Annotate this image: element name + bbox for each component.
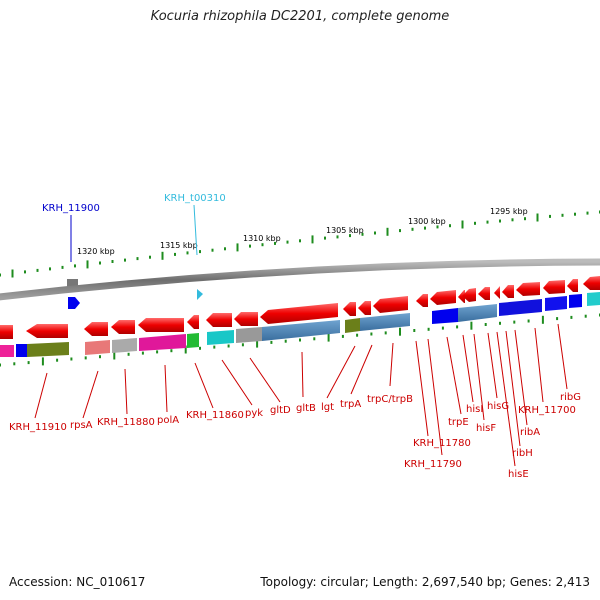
gene-track-forward [0,276,600,339]
gene-arrow[interactable] [516,282,540,296]
cog-block[interactable] [499,299,542,316]
scale-label-1315: 1315 kbp [160,241,198,250]
scale-label-1295: 1295 kbp [490,207,528,216]
label-krh-11900[interactable]: KRH_11900 [42,203,100,214]
feature-krh-11900-gray[interactable] [67,279,78,292]
cog-block[interactable] [262,320,340,341]
gene-label[interactable]: polA [157,415,179,426]
gene-label[interactable]: KRH_11860 [186,410,244,421]
gene-label[interactable]: KRH_11700 [518,405,576,416]
gene-arrow[interactable] [111,320,135,334]
feature-krh-11900-arrow[interactable] [68,297,80,309]
scale-ticks [0,210,600,367]
gene-arrow[interactable] [416,294,428,307]
cog-block[interactable] [112,338,137,353]
gene-label[interactable]: trpC/trpB [367,394,413,405]
gene-label[interactable]: pyk [245,408,263,419]
genome-title: Kocuria rhizophila DC2201, complete geno… [150,9,450,24]
leader-krh-t00310 [193,204,198,256]
gene-label[interactable]: gltB [296,403,316,414]
cog-block[interactable] [360,313,410,331]
cog-block[interactable] [16,344,27,357]
cog-block[interactable] [139,334,186,351]
gene-label[interactable]: gltD [270,405,291,416]
gene-label[interactable]: KRH_11780 [413,438,471,449]
scale-label-1300: 1300 kbp [408,217,446,226]
gene-label[interactable]: KRH_11790 [404,459,462,470]
gene-arrow[interactable] [373,296,408,313]
gene-label[interactable]: KRH_11880 [97,417,155,428]
gene-arrow[interactable] [343,302,356,316]
gene-label[interactable]: hisE [508,469,529,480]
gene-arrow[interactable] [567,279,578,292]
cog-block[interactable] [587,292,600,306]
gene-label[interactable]: ribA [520,427,540,438]
cog-block[interactable] [207,330,234,345]
gene-arrow[interactable] [358,301,371,315]
gene-arrow[interactable] [138,318,184,332]
gene-arrow[interactable] [543,280,565,294]
genome-backbone [0,258,600,301]
cog-color-track [0,292,600,357]
gene-arrow[interactable] [234,312,258,326]
cog-block[interactable] [458,304,497,322]
gene-arrow[interactable] [478,287,490,300]
cog-block[interactable] [0,345,14,357]
gene-label[interactable]: hisI [466,404,483,415]
gene-arrow[interactable] [187,315,199,329]
cog-block[interactable] [85,340,110,355]
gene-arrow[interactable] [260,303,338,324]
gene-label[interactable]: hisG [487,401,509,412]
cog-block[interactable] [545,296,567,311]
gene-arrow[interactable] [84,322,108,336]
gene-label[interactable]: lgt [321,402,334,413]
gene-label-leaders [34,323,568,467]
gene-arrow[interactable] [494,286,500,299]
gene-label[interactable]: rpsA [70,420,93,431]
scale-label-1305: 1305 kbp [326,226,364,235]
cog-block[interactable] [345,318,360,333]
gene-label[interactable]: hisF [476,423,496,434]
scale-label-1310: 1310 kbp [243,234,281,243]
gene-label[interactable]: ribG [560,392,581,403]
cog-block[interactable] [187,333,199,348]
genome-summary: Topology: circular; Length: 2,697,540 bp… [260,575,590,589]
gene-arrow[interactable] [458,290,465,303]
feature-krh-t00310[interactable] [197,289,203,300]
gene-arrow[interactable] [502,285,514,298]
scale-label-1320: 1320 kbp [77,247,115,256]
gene-label[interactable]: ribH [512,448,533,459]
gene-arrow[interactable] [583,276,600,290]
label-krh-t00310[interactable]: KRH_t00310 [164,193,226,204]
cog-block[interactable] [569,294,582,308]
accession-text: Accession: NC_010617 [9,575,146,589]
gene-arrow[interactable] [0,325,13,339]
gene-arrow[interactable] [26,324,68,338]
gene-label[interactable]: KRH_11910 [9,422,67,433]
gene-arrow[interactable] [462,288,476,302]
cog-block[interactable] [236,327,262,343]
gene-label[interactable]: trpA [340,399,361,410]
cog-block[interactable] [27,342,69,357]
gene-arrow[interactable] [206,313,232,327]
gene-label[interactable]: trpE [448,417,469,428]
cog-block[interactable] [432,308,458,324]
gene-arrow[interactable] [430,290,456,305]
